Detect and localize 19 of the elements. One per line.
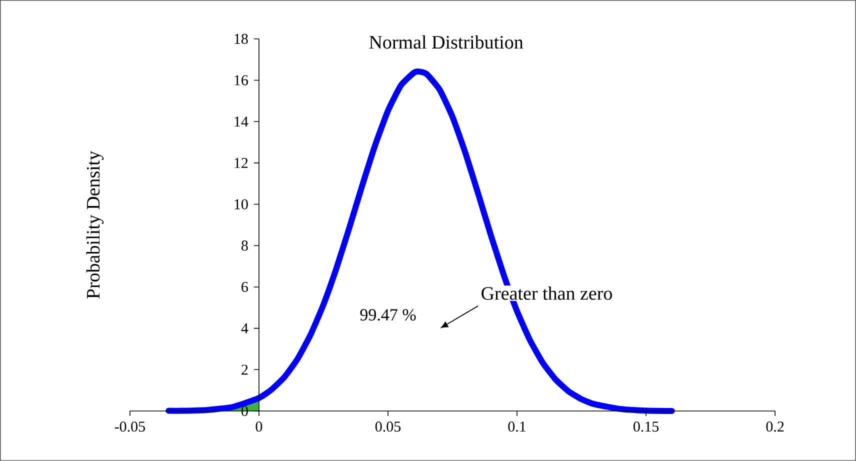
x-tick-label: 0.15: [633, 422, 659, 432]
x-tick-label: 0.05: [375, 422, 401, 432]
y-tick-label: 6: [242, 282, 248, 292]
y-tick-label: 14: [234, 116, 248, 127]
x-tick-label: -0.05: [114, 422, 145, 432]
y-tick-label: 16: [234, 75, 248, 86]
x-tick-label: 0.2: [766, 422, 784, 432]
chart-title: Normal Distribution: [369, 35, 524, 49]
y-tick-label: 10: [234, 199, 248, 210]
y-tick-label: 18: [234, 34, 248, 44]
x-tick-label: 0.1: [508, 422, 526, 432]
y-tick-label: 12: [234, 158, 248, 168]
y-tick-label: 2: [242, 364, 248, 375]
y-axis-title: Probability Density: [86, 150, 104, 299]
y-tick-label: 8: [241, 240, 248, 251]
annotation: Greater than zero: [482, 286, 612, 300]
x-tick-label: 0: [256, 422, 262, 432]
y-tick-label: 4: [241, 323, 248, 334]
annotation: 99.47 %: [360, 309, 416, 321]
